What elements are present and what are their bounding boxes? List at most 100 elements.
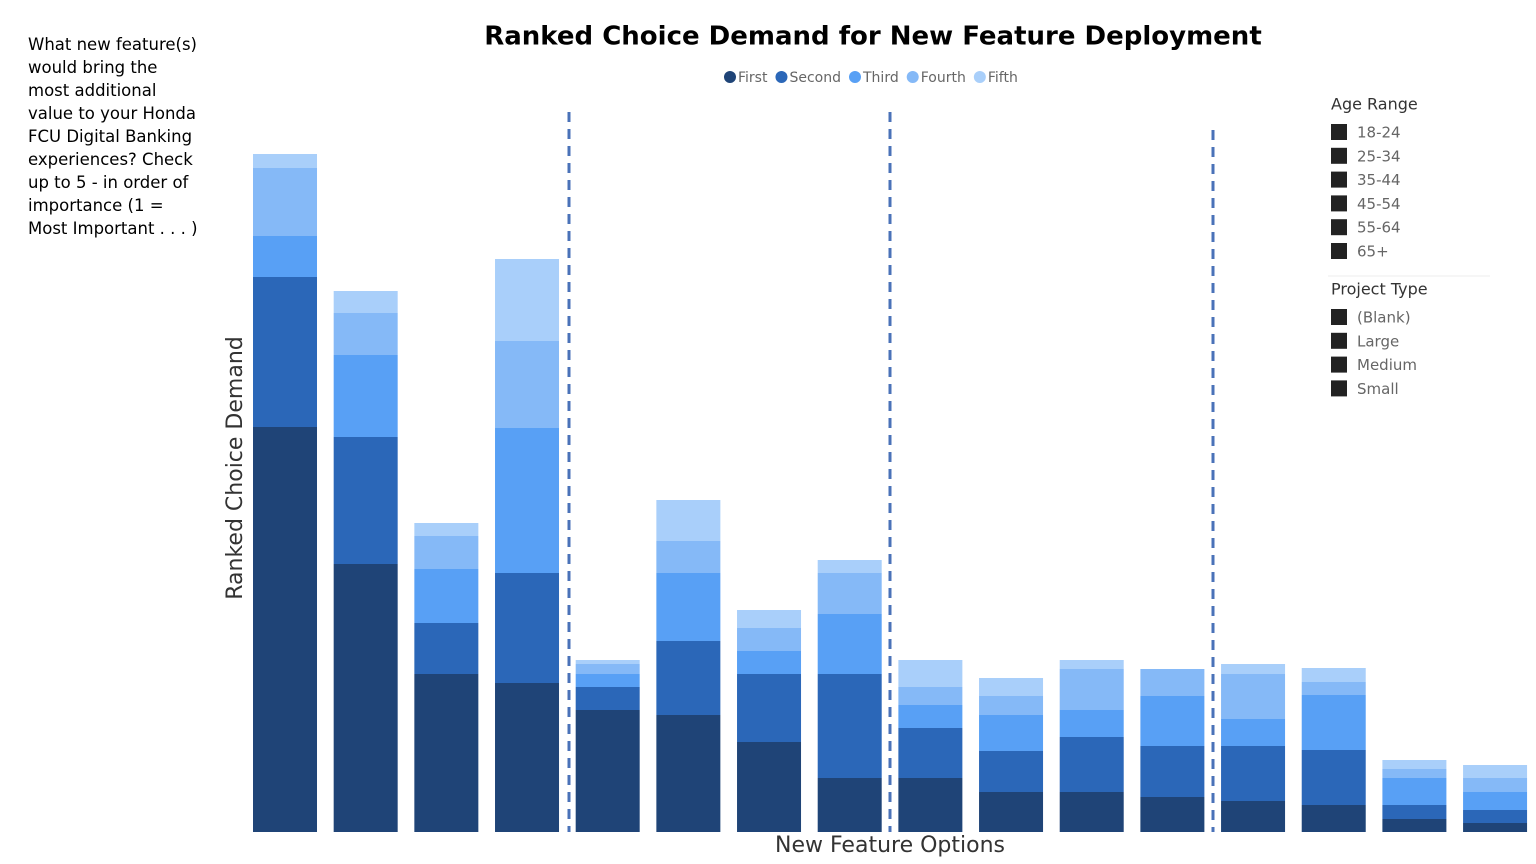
slicer-item: 45-54 bbox=[1357, 195, 1401, 213]
bar-segment bbox=[575, 674, 640, 687]
legend-marker bbox=[849, 71, 861, 83]
bar-segment bbox=[737, 628, 802, 651]
bar-segment bbox=[253, 277, 318, 427]
bar-segment bbox=[898, 728, 963, 778]
bar-segment bbox=[575, 660, 640, 664]
bar-segment bbox=[979, 792, 1044, 832]
legend-marker bbox=[906, 71, 919, 83]
legend-label: Fourth bbox=[921, 70, 966, 86]
bar-segment bbox=[333, 437, 398, 564]
slicer-item: 18-24 bbox=[1357, 124, 1401, 142]
bar-segment bbox=[817, 778, 882, 832]
bar-segment bbox=[979, 715, 1044, 751]
legend-marker bbox=[973, 71, 986, 83]
bar-segment bbox=[1382, 805, 1447, 819]
bar-segment bbox=[817, 674, 882, 778]
bar-segment bbox=[817, 560, 882, 573]
bar-segment bbox=[333, 564, 398, 832]
bar-segment bbox=[737, 742, 802, 832]
bar-segment bbox=[1059, 669, 1124, 710]
bar-segment bbox=[1140, 797, 1205, 832]
bar-segment bbox=[898, 660, 963, 687]
bar-segment bbox=[253, 236, 318, 277]
slicer-checkbox bbox=[1331, 380, 1347, 397]
bar-segment bbox=[898, 687, 963, 705]
bar-segment bbox=[495, 573, 560, 683]
bar-segment bbox=[979, 678, 1044, 696]
slicer-item: 25-34 bbox=[1357, 147, 1401, 165]
bar-segment bbox=[1059, 710, 1124, 737]
bar-segment bbox=[1140, 746, 1205, 797]
bar-segment bbox=[414, 536, 479, 569]
bar-segment bbox=[898, 778, 963, 832]
bar-segment bbox=[817, 614, 882, 674]
bar-segment bbox=[1221, 801, 1286, 832]
bar-segment bbox=[737, 674, 802, 742]
separators bbox=[567, 112, 1215, 832]
bar-segment bbox=[495, 259, 560, 341]
slicer-title: Project Type bbox=[1331, 280, 1428, 299]
slicer-checkbox bbox=[1331, 356, 1347, 373]
slicer-checkbox bbox=[1331, 147, 1347, 164]
y-axis-label: Ranked Choice Demand bbox=[223, 336, 248, 599]
slicer-checkbox bbox=[1331, 171, 1347, 188]
legend-label: Third bbox=[862, 70, 899, 86]
bar-segment bbox=[656, 500, 721, 541]
bar-segment bbox=[575, 664, 640, 674]
bar-segment bbox=[1301, 668, 1366, 682]
bar-segment bbox=[656, 541, 721, 573]
bar-segment bbox=[1140, 669, 1205, 696]
bar-segment bbox=[656, 715, 721, 832]
bar-segment bbox=[979, 751, 1044, 792]
bar-segment bbox=[253, 168, 318, 236]
bar-segment bbox=[333, 313, 398, 355]
bar-segment bbox=[253, 427, 318, 832]
legend-label: Fifth bbox=[988, 70, 1018, 86]
legend-label: Second bbox=[789, 70, 841, 86]
bar-segment bbox=[1059, 660, 1124, 669]
legend-label: First bbox=[738, 70, 768, 86]
slicer-item: 55-64 bbox=[1357, 219, 1401, 237]
slicer-item: 35-44 bbox=[1357, 171, 1401, 189]
bar-segment bbox=[656, 573, 721, 641]
bar-segment bbox=[575, 710, 640, 832]
bar-segment bbox=[1301, 805, 1366, 832]
bar-segment bbox=[333, 291, 398, 313]
bar-segment bbox=[333, 355, 398, 437]
bar-segment bbox=[656, 641, 721, 715]
bar-segment bbox=[1221, 719, 1286, 746]
bar-segment bbox=[414, 569, 479, 623]
slicer-checkbox bbox=[1331, 124, 1347, 140]
slicer-checkbox bbox=[1331, 243, 1347, 259]
slicer-item: Small bbox=[1357, 380, 1399, 398]
bar-segment bbox=[1221, 746, 1286, 801]
bar-segment bbox=[1301, 682, 1366, 695]
bar-segment bbox=[495, 341, 560, 428]
slicer-checkbox bbox=[1331, 195, 1347, 212]
bar-segment bbox=[979, 696, 1044, 715]
bar-segment bbox=[1463, 810, 1528, 823]
bar-segment bbox=[414, 623, 479, 674]
chart-title: Ranked Choice Demand for New Feature Dep… bbox=[484, 22, 1262, 52]
slicer-item: Medium bbox=[1357, 356, 1417, 374]
bar-segment bbox=[1140, 696, 1205, 746]
bar-segment bbox=[1382, 769, 1447, 778]
bar-segment bbox=[1463, 792, 1528, 810]
bar-segment bbox=[1221, 664, 1286, 674]
bar-segment bbox=[1382, 760, 1447, 769]
bar-segment bbox=[1463, 778, 1528, 792]
bar-segment bbox=[495, 683, 560, 832]
bar-segment bbox=[737, 651, 802, 674]
slicer-item: (Blank) bbox=[1357, 309, 1411, 327]
bar-segment bbox=[495, 428, 560, 573]
bar-segment bbox=[1221, 674, 1286, 719]
slicer-checkbox bbox=[1331, 219, 1347, 236]
bar-segment bbox=[1382, 778, 1447, 805]
bar-segment bbox=[1059, 792, 1124, 832]
legend-marker bbox=[775, 71, 788, 83]
bar-segment bbox=[414, 523, 479, 536]
slicer-checkbox bbox=[1331, 309, 1347, 325]
slicer-checkbox bbox=[1331, 332, 1347, 349]
